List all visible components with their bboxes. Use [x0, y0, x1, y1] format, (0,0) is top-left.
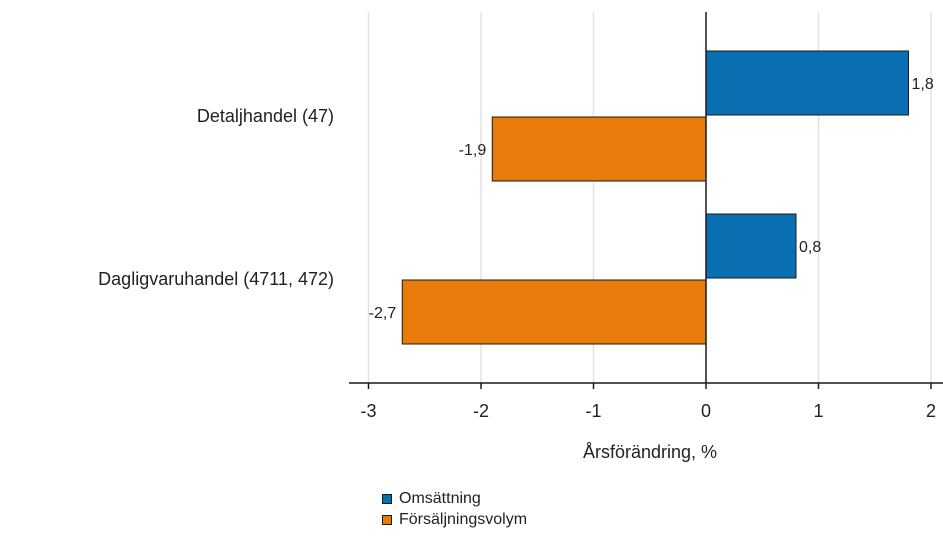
category-label-0: Detaljhandel (47): [197, 106, 334, 126]
x-tick-label-5: 2: [926, 401, 936, 421]
bar-omsattning-1: [705, 213, 797, 279]
data-label-1-0: -1,9: [459, 142, 487, 159]
x-tick-label-2: -1: [585, 401, 601, 421]
x-tick-label-4: 1: [813, 401, 823, 421]
legend-item-forsaljningsvolym: Försäljningsvolym: [382, 509, 527, 530]
x-tick-label-3: 0: [701, 401, 711, 421]
x-tick-label-1: -2: [473, 401, 489, 421]
x-axis-title: Årsförändring, %: [583, 442, 717, 462]
x-tick-label-0: -3: [360, 401, 376, 421]
data-label-0-1: 0,8: [799, 239, 821, 256]
legend-swatch-omsattning: [382, 493, 392, 504]
category-label-1: Dagligvaruhandel (4711, 472): [98, 269, 334, 289]
legend-item-omsattning: Omsättning: [382, 488, 527, 509]
legend-label-omsattning: Omsättning: [399, 490, 481, 507]
data-label-1-1: -2,7: [369, 305, 397, 322]
data-label-0-0: 1,8: [912, 76, 934, 93]
bar-forsaljningsvolym-1: [401, 279, 707, 345]
legend: Omsättning Försäljningsvolym: [382, 488, 527, 530]
bar-omsattning-0: [705, 50, 909, 116]
legend-swatch-forsaljningsvolym: [382, 514, 392, 525]
legend-label-forsaljningsvolym: Försäljningsvolym: [399, 511, 528, 528]
bar-forsaljningsvolym-0: [491, 116, 707, 182]
